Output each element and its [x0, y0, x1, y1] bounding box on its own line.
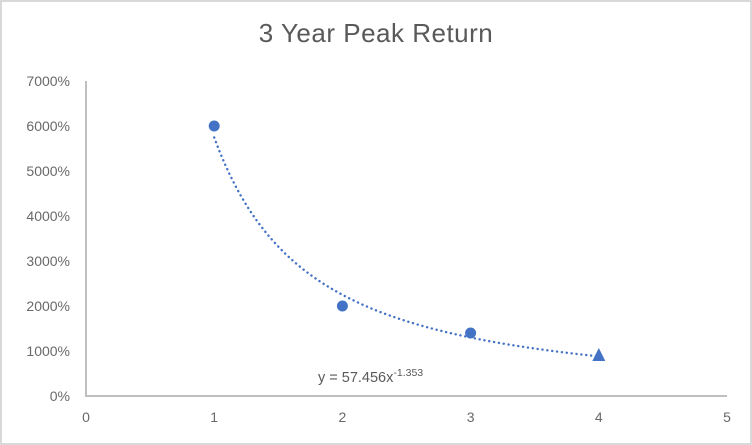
trendline-equation-exponent: -1.353	[393, 367, 424, 379]
x-tick-label: 4	[595, 409, 603, 425]
x-tick-label: 1	[210, 409, 218, 425]
y-tick-label: 4000%	[26, 208, 70, 224]
y-tick-label: 6000%	[26, 118, 70, 134]
y-tick-label: 1000%	[26, 343, 70, 359]
data-point-circle	[336, 300, 348, 312]
trendline-path	[213, 136, 600, 358]
chart-title: 3 Year Peak Return	[258, 18, 494, 48]
x-tick-label: 5	[723, 409, 731, 425]
axis-lines	[85, 81, 727, 397]
data-point-circle	[465, 327, 477, 339]
y-tick-label: 5000%	[26, 163, 70, 179]
x-tick-label: 3	[467, 409, 475, 425]
data-point-circle	[208, 120, 220, 132]
x-tick-label: 2	[339, 409, 347, 425]
y-tick-label: 2000%	[26, 298, 70, 314]
y-tick-label: 3000%	[26, 253, 70, 269]
data-point-triangle	[592, 348, 606, 361]
trendline-equation-base: y = 57.456x	[318, 369, 394, 386]
y-tick-label: 0%	[50, 388, 70, 404]
x-tick-label: 0	[82, 409, 90, 425]
trendline-equation: y = 57.456x-1.353	[318, 367, 423, 386]
y-tick-label: 7000%	[26, 73, 70, 89]
